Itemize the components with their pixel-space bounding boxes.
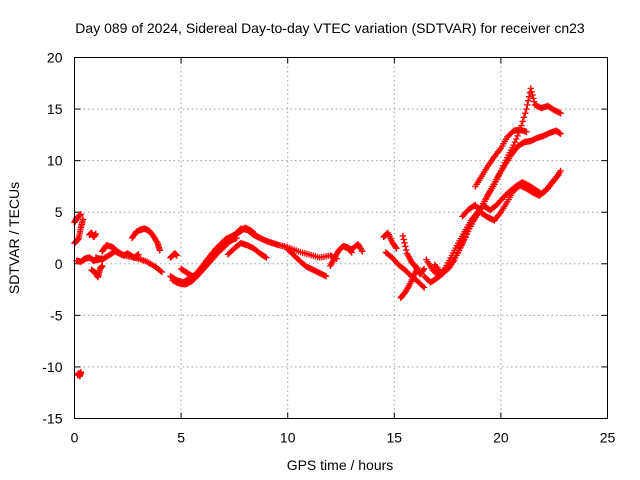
data-point bbox=[254, 233, 262, 241]
data-point bbox=[156, 247, 163, 254]
series-sat-i bbox=[128, 225, 163, 254]
data-point bbox=[523, 128, 530, 135]
series-sat-n bbox=[224, 239, 270, 261]
data-point bbox=[513, 135, 520, 143]
data-point bbox=[414, 264, 421, 272]
data-point bbox=[403, 246, 410, 254]
data-point bbox=[555, 171, 562, 179]
data-point bbox=[529, 91, 536, 99]
series-sat-r bbox=[380, 229, 400, 252]
series-sat-t bbox=[399, 232, 428, 278]
y-axis-label: SDTVAR / TECUs bbox=[6, 182, 22, 294]
x-tick-label: 25 bbox=[600, 430, 616, 446]
series-sat-q bbox=[342, 240, 366, 255]
data-point bbox=[173, 252, 181, 259]
data-point bbox=[99, 262, 106, 270]
data-point bbox=[79, 216, 87, 223]
series-sat-u bbox=[397, 264, 421, 302]
data-point bbox=[393, 245, 400, 252]
x-tick-label: 20 bbox=[493, 430, 509, 446]
series-sat-m bbox=[169, 234, 240, 288]
data-point bbox=[359, 248, 366, 255]
series-sat-y bbox=[459, 171, 562, 224]
data-point bbox=[263, 254, 270, 261]
plot-frame bbox=[74, 57, 608, 419]
data-point bbox=[557, 130, 564, 138]
data-point bbox=[402, 243, 409, 250]
data-points bbox=[71, 85, 564, 380]
data-point bbox=[522, 109, 529, 117]
x-tick-label: 10 bbox=[280, 430, 296, 446]
data-point bbox=[157, 267, 164, 275]
chart-title: Day 089 of 2024, Sidereal Day-to-day VTE… bbox=[75, 20, 585, 36]
series-sat-c bbox=[74, 368, 85, 380]
data-point bbox=[92, 230, 100, 238]
data-point bbox=[358, 246, 365, 254]
data-point bbox=[553, 173, 561, 180]
data-point bbox=[253, 232, 260, 239]
data-point bbox=[525, 93, 533, 100]
data-point bbox=[392, 243, 399, 251]
y-tick-label: 0 bbox=[55, 256, 63, 272]
data-point bbox=[399, 232, 407, 240]
data-point bbox=[557, 167, 564, 175]
x-axis-label: GPS time / hours bbox=[287, 457, 394, 473]
x-tick-label: 5 bbox=[177, 430, 185, 446]
data-point bbox=[528, 88, 535, 95]
data-point bbox=[419, 283, 427, 290]
y-tick-label: 10 bbox=[47, 153, 63, 169]
data-point bbox=[420, 284, 428, 291]
data-point bbox=[511, 138, 519, 146]
data-point bbox=[261, 253, 269, 260]
data-point bbox=[322, 272, 330, 280]
y-tick-label: 20 bbox=[47, 50, 63, 66]
data-point bbox=[400, 236, 407, 243]
y-tick-label: 5 bbox=[55, 204, 63, 220]
data-point bbox=[524, 97, 532, 105]
data-point bbox=[233, 234, 240, 242]
y-tick-label: -10 bbox=[42, 359, 62, 375]
data-point bbox=[527, 85, 534, 92]
data-point bbox=[524, 101, 531, 109]
series-sat-h bbox=[92, 248, 166, 276]
data-point bbox=[158, 268, 166, 276]
x-tick-label: 15 bbox=[387, 430, 403, 446]
data-point bbox=[420, 266, 427, 274]
data-point bbox=[77, 368, 85, 376]
data-point bbox=[420, 265, 428, 273]
series-sat-j bbox=[167, 250, 181, 261]
series-sat-z bbox=[472, 126, 530, 190]
data-point bbox=[557, 109, 564, 117]
x-tick-label: 0 bbox=[71, 430, 79, 446]
data-point bbox=[520, 114, 528, 121]
series-sat-f bbox=[88, 262, 106, 281]
series-sat-o bbox=[284, 246, 330, 280]
data-point bbox=[153, 238, 160, 245]
series-sat-e bbox=[86, 229, 100, 241]
y-tick-label: 15 bbox=[47, 101, 63, 117]
data-point bbox=[519, 118, 526, 125]
series-sat-w bbox=[431, 127, 564, 277]
data-point bbox=[77, 211, 85, 218]
data-point bbox=[523, 105, 530, 113]
y-tick-label: -15 bbox=[42, 411, 62, 427]
y-tick-label: -5 bbox=[50, 307, 63, 323]
data-point bbox=[530, 95, 537, 102]
data-point bbox=[401, 239, 408, 247]
grid-lines bbox=[74, 57, 608, 419]
data-point bbox=[514, 132, 521, 140]
data-point bbox=[405, 283, 412, 291]
data-point bbox=[530, 98, 538, 105]
